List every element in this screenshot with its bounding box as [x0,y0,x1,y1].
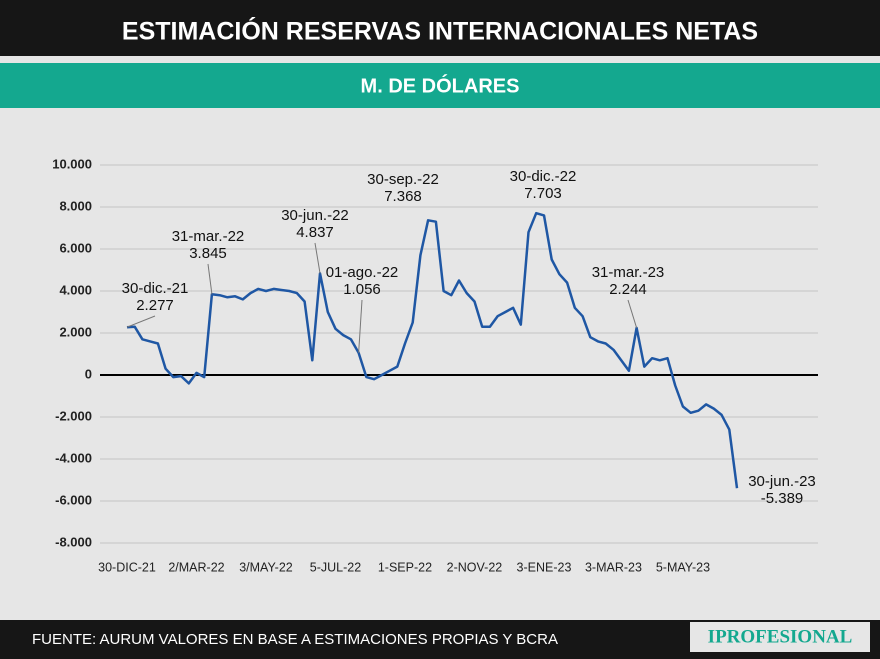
y-tick-label: -6.000 [55,492,92,507]
annotation-value: 1.056 [343,281,381,298]
annotation-date: 31-mar.-22 [172,228,245,245]
y-tick-label: -2.000 [55,408,92,423]
annotation-value: 2.277 [136,297,174,314]
annotation-value: 4.837 [296,224,334,241]
y-tick-label: 2.000 [59,324,92,339]
brand: IPROFESIONAL [708,626,853,647]
y-tick-label: 6.000 [59,240,92,255]
chart-subtitle: M. DE DÓLARES [361,73,520,97]
annotation-date: 30-jun.-22 [281,207,349,224]
x-tick-label: 3-MAR-23 [585,560,642,574]
annotation-value: -5.389 [761,490,804,507]
y-tick-label: 0 [85,366,92,381]
x-tick-label: 5-MAY-23 [656,560,710,574]
x-tick-label: 3-ENE-23 [517,560,572,574]
y-tick-label: -4.000 [55,450,92,465]
annotation-date: 30-sep.-22 [367,171,439,188]
x-tick-label: 30-DIC-21 [98,560,156,574]
annotation-date: 30-jun.-23 [748,473,816,490]
annotation-value: 7.703 [524,185,562,202]
title-bar [0,0,880,56]
chart-title: ESTIMACIÓN RESERVAS INTERNACIONALES NETA… [122,16,758,46]
y-tick-label: -8.000 [55,534,92,549]
annotation-value: 7.368 [384,188,422,205]
source: FUENTE: AURUM VALORES EN BASE A ESTIMACI… [32,631,558,648]
x-tick-label: 2-NOV-22 [447,560,503,574]
y-tick-label: 10.000 [52,156,92,171]
annotation-date: 31-mar.-23 [592,264,665,281]
subtitle-bar [0,63,880,108]
annotation-value: 2.244 [609,281,647,298]
annotation-date: 30-dic.-22 [510,168,577,185]
x-tick-label: 1-SEP-22 [378,560,432,574]
leader-line [126,315,156,328]
y-tick-label: 8.000 [59,198,92,213]
y-tick-label: 4.000 [59,282,92,297]
leader-line [314,242,321,274]
data-line [126,211,739,489]
leader-line [627,299,638,329]
leader-line [207,263,213,295]
annotation-value: 3.845 [189,245,227,262]
x-tick-label: 5-JUL-22 [310,560,361,574]
leader-line [358,299,363,353]
x-tick-label: 2/MAR-22 [168,560,224,574]
x-tick-label: 3/MAY-22 [239,560,293,574]
annotation-date: 30-dic.-21 [122,280,189,297]
brand-box [690,622,870,652]
annotation-date: 01-ago.-22 [326,264,399,281]
